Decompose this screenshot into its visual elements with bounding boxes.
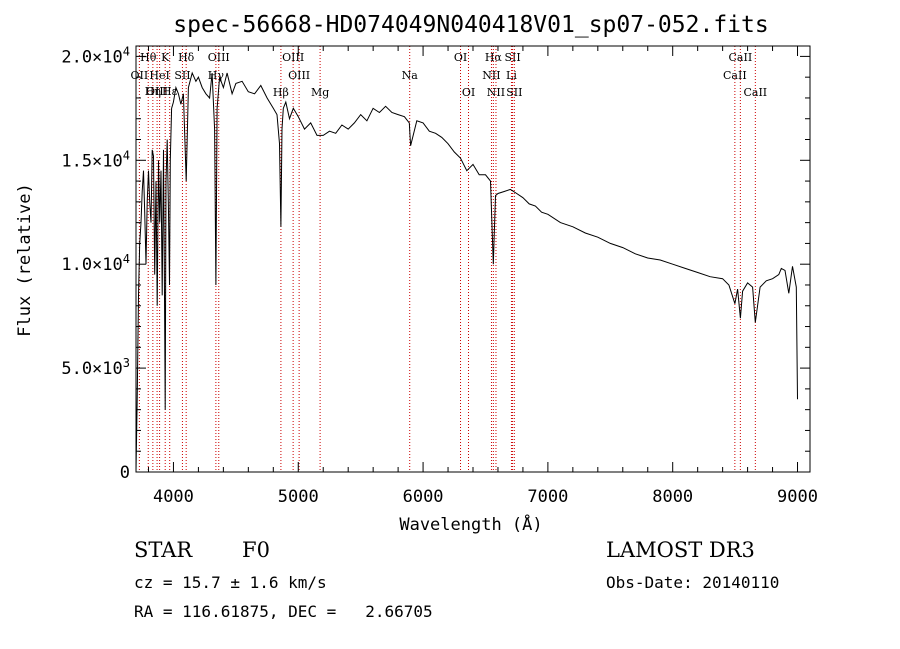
x-axis: 4000 5000 6000 7000 8000 9000: [147, 46, 818, 507]
object-class: STAR: [134, 538, 193, 562]
y-tick-label: 1.5×104: [61, 148, 130, 171]
x-tick-label: 6000: [403, 487, 444, 507]
y-tick-label: 0: [120, 463, 130, 483]
spectrum-series: [135, 71, 798, 473]
line-marker-label: SII: [506, 86, 522, 99]
line-marker-label: Hα: [485, 51, 503, 64]
line-marker-label: Hγ: [208, 69, 225, 82]
line-marker-label: OIII: [288, 69, 310, 82]
y-tick-label: 1.0×104: [61, 252, 130, 275]
line-marker-label: Hδ: [178, 51, 195, 64]
x-tick-label: 7000: [527, 487, 568, 507]
x-tick-label: 4000: [153, 487, 194, 507]
line-marker-label: HeI: [149, 69, 169, 82]
chart-title: spec-56668-HD074049N040418V01_sp07-052.f…: [173, 12, 768, 38]
line-marker-label: Li: [506, 69, 517, 82]
y-axis: 0 5.0×103 1.0×104 1.5×104 2.0×104: [61, 44, 810, 483]
x-tick-label: 8000: [652, 487, 693, 507]
x-tick-label: 5000: [278, 487, 319, 507]
y-tick-label: 5.0×103: [61, 356, 130, 379]
line-marker-label: SII: [174, 69, 190, 82]
x-axis-label: Wavelength (Å): [399, 513, 542, 535]
line-marker-label: OI: [462, 86, 475, 99]
line-marker-label: Hε: [162, 85, 178, 98]
line-marker-label: Hθ: [140, 51, 157, 64]
line-marker-label: Mg: [311, 86, 329, 99]
line-marker-label: NII: [482, 69, 500, 82]
line-marker-label: CaII: [729, 51, 753, 64]
line-marker-label: OII: [131, 69, 149, 82]
obs-date: Obs-Date: 20140110: [606, 573, 780, 592]
coordinates: RA = 116.61875, DEC = 2.66705: [134, 602, 433, 621]
line-marker-label: OI: [454, 51, 467, 64]
plot-frame: [135, 45, 811, 473]
line-marker-label: NII: [487, 86, 505, 99]
line-marker-label: OIII: [282, 51, 304, 64]
redshift-readout: cz = 15.7 ± 1.6 km/s: [134, 573, 327, 592]
line-marker-label: CaII: [723, 69, 747, 82]
line-marker-label: Hβ: [273, 86, 289, 99]
line-marker-label: CaII: [743, 86, 767, 99]
y-axis-label: Flux (relative): [15, 183, 35, 337]
line-marker-label: K: [161, 51, 170, 64]
line-marker-label: SII: [504, 51, 520, 64]
line-marker-label: OIII: [208, 51, 230, 64]
y-tick-label: 2.0×104: [61, 44, 130, 67]
line-marker-label: Na: [402, 69, 419, 82]
object-subclass: F0: [242, 538, 270, 562]
line-marker-label: Hη: [145, 85, 161, 98]
line-marker-label: OIII: [146, 85, 168, 98]
x-tick-label: 9000: [777, 487, 818, 507]
survey-label: LAMOST DR3: [606, 538, 755, 562]
spectrum-line: [135, 71, 798, 473]
